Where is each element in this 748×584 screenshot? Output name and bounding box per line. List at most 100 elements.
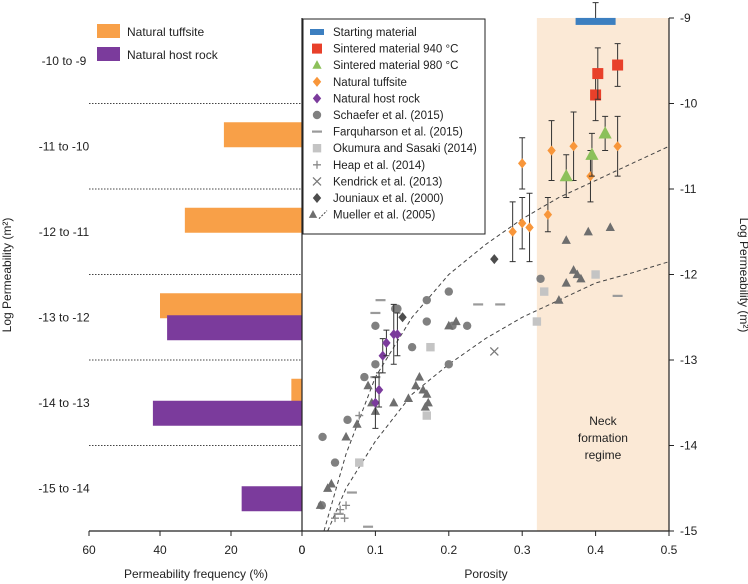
category-label: -11 to -10 xyxy=(39,139,90,153)
point-mueller-et-al-2005 xyxy=(403,393,414,403)
histogram-bars xyxy=(152,122,302,512)
point-jouniaux-et-al-2000 xyxy=(398,312,407,323)
point-schaefer-et-al-2015 xyxy=(360,372,369,382)
point-schaefer-et-al-2015 xyxy=(371,321,380,330)
region-label-line: Neck xyxy=(589,414,617,428)
legend-swatch-host-rock xyxy=(97,47,120,61)
point-natural-host-rock xyxy=(374,384,384,395)
point-mueller-et-al-2005 xyxy=(341,431,351,441)
legend-label: Natural tuffsite xyxy=(127,25,204,39)
legend-swatch-tuffsite xyxy=(97,24,120,38)
legend-label: Jouniaux et al. (2000) xyxy=(333,193,444,205)
point-okumura-and-sasaki-2014 xyxy=(422,411,431,420)
point-natural-host-rock xyxy=(378,350,387,361)
scatter-y-tick-label: -10 xyxy=(680,97,698,111)
point-natural-tuffsite xyxy=(547,145,556,156)
point-mueller-et-al-2005 xyxy=(352,419,362,428)
category-label: -13 to -12 xyxy=(38,310,90,324)
point-kendrick-et-al-2013 xyxy=(489,346,499,356)
point-mueller-et-al-2005 xyxy=(576,273,586,283)
histogram-category-labels: -10 to -9 -11 to -10 -12 to -11 -13 to -12 -… xyxy=(38,54,90,496)
trend-line-lower xyxy=(327,261,670,532)
legend-label: Natural tuffsite xyxy=(333,77,407,89)
point-mueller-et-al-2005 xyxy=(326,478,336,488)
legend-label: Natural host rock xyxy=(127,48,219,62)
point-schaefer-et-al-2015 xyxy=(536,274,545,283)
point-mueller-et-al-2005 xyxy=(422,389,432,398)
category-label: -14 to -13 xyxy=(38,396,90,410)
scatter-y-tick-label: -14 xyxy=(680,439,698,453)
point-natural-tuffsite xyxy=(518,218,527,229)
bar-tuffsite-4 xyxy=(291,378,302,404)
point-schaefer-et-al-2015 xyxy=(462,321,472,330)
histogram-panel: -10 to -9 -11 to -10 -12 to -11 -13 to -12 -… xyxy=(0,24,306,581)
point-sintered-material-940-c xyxy=(592,68,604,80)
scatter-y-tick-label: -9 xyxy=(680,11,691,25)
scatter-y-tick-label: -12 xyxy=(680,268,698,282)
legend-box xyxy=(302,18,486,235)
point-okumura-and-sasaki-2014 xyxy=(540,287,549,296)
point-natural-tuffsite xyxy=(518,158,527,169)
point-mueller-et-al-2005 xyxy=(411,380,421,390)
point-schaefer-et-al-2015 xyxy=(422,295,431,305)
histogram-x-ticks: 60 40 20 0 xyxy=(82,531,306,557)
scatter-y-tick-label: -11 xyxy=(680,182,697,196)
point-mueller-et-al-2005 xyxy=(605,222,615,232)
point-okumura-and-sasaki-2014 xyxy=(426,342,435,352)
point-mueller-et-al-2005 xyxy=(414,372,425,381)
histogram-grid xyxy=(89,103,302,446)
point-mueller-et-al-2005 xyxy=(583,226,593,236)
point-schaefer-et-al-2015 xyxy=(444,287,453,296)
bar-tuffsite-3 xyxy=(160,293,302,319)
scatter-x-label: Porosity xyxy=(464,567,507,581)
point-heap-et-al-2014 xyxy=(340,514,349,523)
bar-tuffsite-2 xyxy=(184,207,302,233)
legend-label: Mueller et al. (2005) xyxy=(333,210,435,222)
histogram-x-tick-label: 60 xyxy=(82,543,96,557)
point-okumura-and-sasaki-2014 xyxy=(591,270,600,279)
legend-label: Schaefer et al. (2015) xyxy=(333,110,444,122)
scatter-points xyxy=(315,2,624,528)
bar-host-rock-5 xyxy=(241,486,302,512)
bar-tuffsite-1 xyxy=(223,122,302,148)
legend-label: Farquharson et al. (2015) xyxy=(333,127,463,139)
legend-label: Sintered material 940 °C xyxy=(333,44,458,56)
point-mueller-et-al-2005 xyxy=(451,316,461,326)
point-natural-host-rock xyxy=(382,337,391,348)
legend-label: Starting material xyxy=(333,27,417,39)
legend-marker xyxy=(312,192,322,204)
legend-marker xyxy=(312,43,322,54)
histogram-x-tick-label: 40 xyxy=(153,543,167,557)
legend-marker xyxy=(312,110,322,120)
scatter-y-tick-label: -15 xyxy=(680,524,698,538)
point-schaefer-et-al-2015 xyxy=(407,342,417,352)
histogram-x-tick-label: 20 xyxy=(224,543,238,557)
category-label: -10 to -9 xyxy=(42,54,87,68)
scatter-x-tick-label: 0.2 xyxy=(440,543,457,557)
point-natural-tuffsite xyxy=(543,209,553,220)
point-mueller-et-al-2005 xyxy=(554,295,564,304)
point-schaefer-et-al-2015 xyxy=(343,415,352,425)
legend-label: Okumura and Sasaki (2014) xyxy=(333,143,477,155)
legend-marker xyxy=(312,76,322,87)
point-natural-tuffsite xyxy=(525,222,534,233)
point-mueller-et-al-2005 xyxy=(418,384,428,394)
legend-label: Kendrick et al. (2013) xyxy=(333,176,442,188)
scatter-x-tick-label: 0.3 xyxy=(514,543,531,557)
point-mueller-et-al-2005 xyxy=(572,269,582,279)
point-natural-host-rock xyxy=(371,397,380,408)
point-schaefer-et-al-2015 xyxy=(371,360,380,369)
scatter-x-tick-label: 0.5 xyxy=(661,543,678,557)
legend-marker xyxy=(308,210,318,218)
point-schaefer-et-al-2015 xyxy=(330,458,340,467)
point-sintered-material-980-c xyxy=(585,147,599,160)
point-heap-et-al-2014 xyxy=(355,411,364,420)
point-schaefer-et-al-2015 xyxy=(318,432,327,442)
point-natural-tuffsite xyxy=(508,226,517,237)
bar-host-rock-4 xyxy=(152,400,302,426)
legend-marker-line xyxy=(318,210,328,219)
point-mueller-et-al-2005 xyxy=(561,278,571,287)
point-jouniaux-et-al-2000 xyxy=(490,254,499,265)
